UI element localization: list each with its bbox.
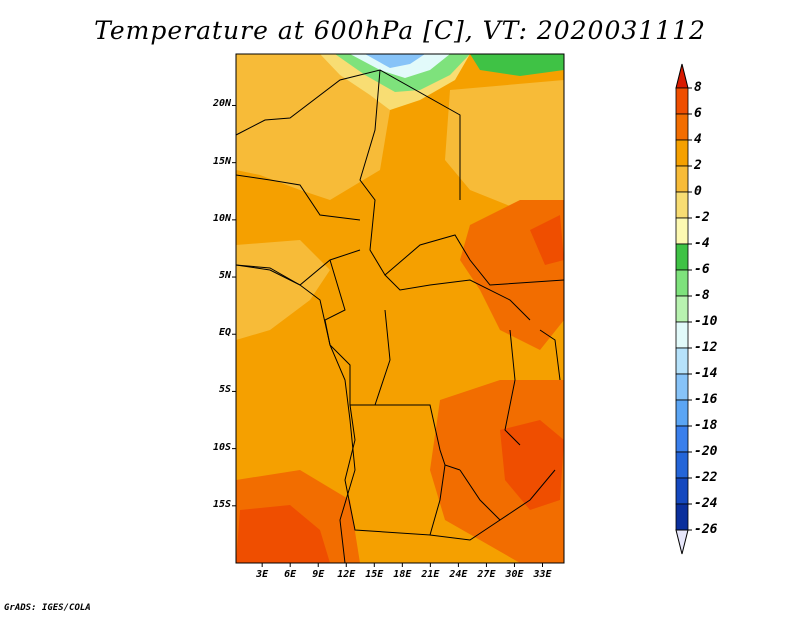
colorbar-top-arrow <box>675 63 689 89</box>
field-minus14 <box>365 54 425 68</box>
colorbar-box <box>675 347 689 375</box>
lon-label: 12E <box>337 569 356 580</box>
colorbar-label: -12 <box>694 340 718 355</box>
colorbar-box <box>675 243 689 271</box>
field-hot-southwest <box>236 505 330 563</box>
lon-label: 30E <box>505 569 524 580</box>
colorbar-box <box>675 321 689 349</box>
lat-label: 15N <box>212 155 231 167</box>
colorbar-label: -26 <box>694 522 718 537</box>
colorbar-box <box>675 503 689 531</box>
colorbar-box <box>675 191 689 219</box>
colorbar-box <box>675 113 689 141</box>
lon-label: 9E <box>312 569 325 580</box>
colorbar-label: 8 <box>694 80 702 95</box>
lon-label: 33E <box>533 569 552 580</box>
colorbar-label: 4 <box>694 132 702 147</box>
field-sahara-warm <box>236 54 390 200</box>
colorbar-label: -22 <box>694 470 718 485</box>
colorbar-label: -20 <box>694 444 718 459</box>
colorbar-label: -16 <box>694 392 718 407</box>
field-west-coast <box>236 240 330 340</box>
colorbar-label: 6 <box>694 106 702 121</box>
lat-label: 10N <box>212 212 231 224</box>
colorbar-label: -24 <box>694 496 718 511</box>
lat-label: 5S <box>218 384 231 396</box>
colorbar <box>675 63 692 555</box>
colorbar-box <box>675 139 689 167</box>
colorbar-label: 0 <box>694 184 702 199</box>
lon-label: 27E <box>477 569 496 580</box>
lon-label: 21E <box>421 569 440 580</box>
colorbar-label: -8 <box>694 288 710 303</box>
lat-label: 10S <box>212 441 231 453</box>
colorbar-box <box>675 373 689 401</box>
map-frame <box>235 53 565 564</box>
colorbar-label: 2 <box>694 158 702 173</box>
lat-label: 5N <box>218 270 231 282</box>
colorbar-box <box>675 165 689 193</box>
colorbar-box <box>675 217 689 245</box>
lon-label: 24E <box>449 569 468 580</box>
lat-label: 15S <box>212 498 231 510</box>
lon-label: 3E <box>256 569 269 580</box>
axis-ticks <box>232 104 544 567</box>
colorbar-box <box>675 477 689 505</box>
colorbar-label: -10 <box>694 314 718 329</box>
colorbar-label: -6 <box>694 262 710 277</box>
colorbar-box <box>675 87 689 115</box>
colorbar-box <box>675 399 689 427</box>
map-title: Temperature at 600hPa [C], VT: 202003111… <box>94 16 706 45</box>
field-hot-east <box>530 215 564 265</box>
field-hot-core <box>500 420 564 510</box>
lon-label: 6E <box>284 569 297 580</box>
colorbar-box <box>675 451 689 479</box>
colorbar-label: -18 <box>694 418 718 433</box>
colorbar-bottom-arrow <box>675 529 689 555</box>
temperature-field <box>236 54 564 563</box>
lon-label: 15E <box>365 569 384 580</box>
field-east-sahara <box>445 80 564 210</box>
grads-credit: GrADS: IGES/COLA <box>4 603 91 613</box>
colorbar-label: -4 <box>694 236 710 251</box>
lat-label: EQ <box>218 327 231 339</box>
colorbar-box <box>675 425 689 453</box>
lon-label: 18E <box>393 569 412 580</box>
field-minus6-east <box>470 54 564 76</box>
colorbar-box <box>675 269 689 297</box>
colorbar-box <box>675 295 689 323</box>
colorbar-label: -2 <box>694 210 710 225</box>
colorbar-label: -14 <box>694 366 718 381</box>
lat-label: 20N <box>212 98 231 110</box>
coastline <box>235 264 356 564</box>
